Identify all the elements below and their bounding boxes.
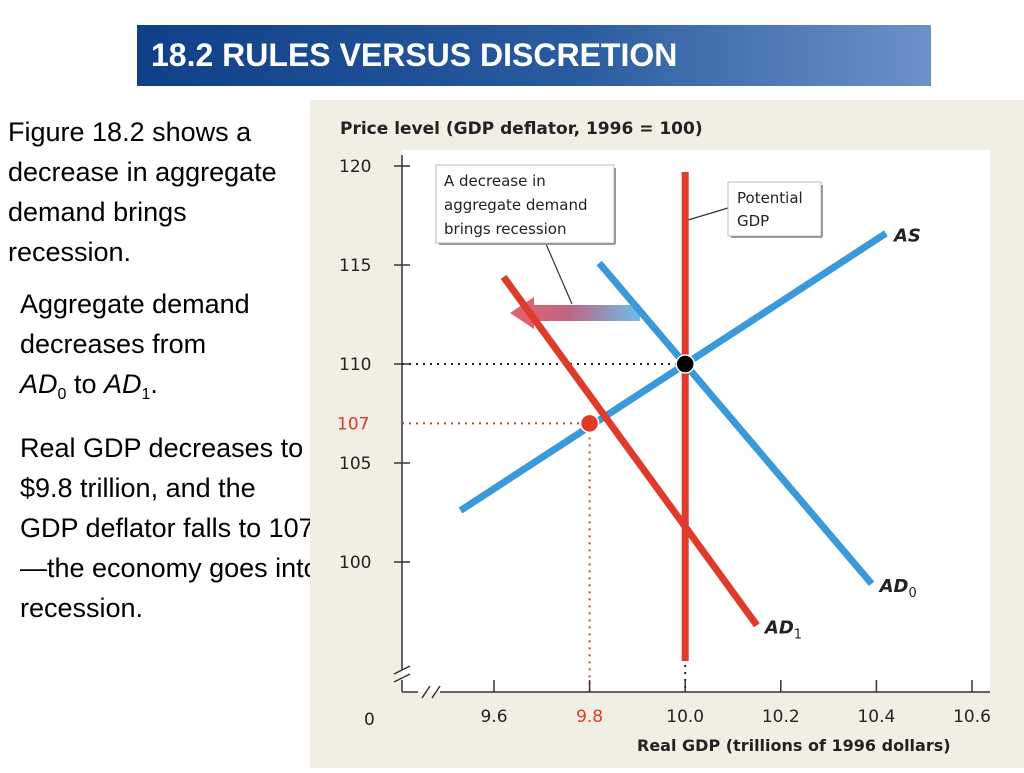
paragraph-ad-text: Aggregate demand decreases from [20, 289, 250, 359]
ad-sub-one: 1 [141, 386, 151, 403]
y-axis-break-icon [393, 665, 411, 683]
curve-label-name: AS [892, 225, 921, 246]
origin-label: 0 [364, 710, 375, 730]
curve-label-ad1: AD1 [763, 617, 802, 642]
potential-box [727, 181, 822, 237]
x-axis-break-icon [421, 685, 441, 699]
y-tick-label-highlight: 107 [337, 414, 369, 434]
ad-sub-zero: 0 [57, 386, 67, 403]
equilibrium-point-0 [675, 354, 695, 374]
curve-label-subscript: 0 [908, 586, 916, 601]
y-tick-label-100: 100 [339, 553, 371, 573]
curve-label-name: AD [763, 617, 794, 638]
shift-left-arrow-icon [510, 297, 640, 329]
x-tick-label-10.2: 10.2 [762, 707, 800, 727]
potential-label: Potential GDP [737, 189, 808, 230]
decrease-label-line-2: aggregate demand [444, 196, 587, 214]
ad-symbol: AD [20, 369, 58, 399]
curve-ad1 [500, 274, 760, 628]
potential-leader-line [687, 207, 729, 221]
paragraph-real-gdp: Real GDP decreases to $9.8 trillion, and… [20, 433, 319, 623]
x-tick-label-10.6: 10.6 [953, 707, 991, 727]
decrease-box [435, 164, 615, 244]
paragraph-intro: Figure 18.2 shows a decrease in aggregat… [8, 117, 277, 267]
potential-annotation: Potential GDP [687, 181, 823, 238]
paragraph-ad-decrease: Aggregate demand decreases from AD0 to A… [20, 284, 320, 409]
curve-label-ad0: AD0 [878, 576, 917, 601]
x-tick-label-10.4: 10.4 [857, 707, 895, 727]
x-axis-title: Real GDP (trillions of 1996 dollars) [637, 736, 951, 755]
curve-label-name: AD [878, 576, 909, 597]
decrease-leader-line [545, 243, 573, 305]
y-tick-label-105: 105 [339, 454, 371, 474]
x-tick-label-9.8: 9.8 [576, 707, 603, 727]
x-tick-label-9.6: 9.6 [480, 707, 507, 727]
curve-as [458, 230, 888, 514]
potential-label-line-2: GDP [737, 212, 769, 230]
decrease-label: A decrease in aggregate demand brings re… [444, 172, 592, 238]
decrease-label-line-1: A decrease in [444, 172, 546, 190]
curve-label-subscript: 1 [794, 627, 802, 642]
y-tick-label-115: 115 [339, 256, 371, 276]
chart: Price level (GDP deflator, 1996 = 100) R… [310, 100, 1024, 768]
paragraph-to: to [73, 369, 97, 399]
figure-panel: Price level (GDP deflator, 1996 = 100) R… [310, 100, 1024, 768]
curve-ad0 [596, 260, 875, 587]
equilibrium-point-1 [579, 413, 600, 434]
x-tick-label-10.0: 10.0 [666, 707, 704, 727]
decrease-annotation: A decrease in aggregate demand brings re… [435, 164, 616, 305]
y-axis-title: Price level (GDP deflator, 1996 = 100) [340, 119, 703, 139]
slide-title: 18.2 RULES VERSUS DISCRETION [137, 25, 931, 86]
paragraph-end: . [150, 369, 158, 399]
ad-symbol-two: AD [103, 369, 142, 399]
y-tick-label-110: 110 [339, 355, 371, 375]
potential-label-line-1: Potential [737, 189, 803, 207]
y-tick-label-120: 120 [339, 157, 371, 177]
decrease-label-line-3: brings recession [444, 220, 567, 238]
curve-label-as: AS [892, 225, 921, 246]
